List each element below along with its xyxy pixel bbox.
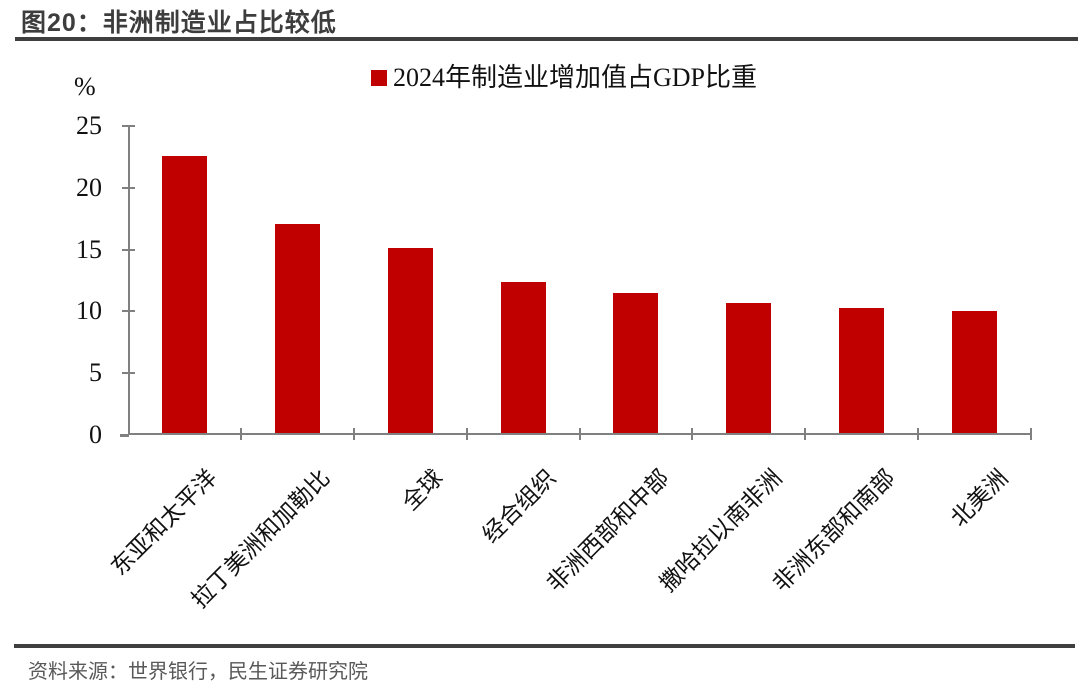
y-axis-unit-label: %	[74, 72, 96, 101]
bar	[500, 282, 546, 433]
x-tick	[917, 428, 920, 440]
category-label: 东亚和太平洋	[106, 464, 223, 581]
x-tick	[352, 428, 355, 440]
source-rule	[14, 644, 1075, 648]
y-tick	[122, 186, 135, 189]
y-axis-line	[128, 126, 130, 435]
y-tick	[122, 310, 135, 313]
legend: 2024年制造业增加值占GDP比重	[371, 62, 757, 94]
figure-title: 图20：非洲制造业占比较低	[21, 9, 337, 37]
category-label: 北美洲	[945, 464, 1013, 532]
x-tick	[578, 428, 581, 440]
x-tick	[465, 428, 468, 440]
category-label: 经合组织	[477, 464, 561, 548]
legend-marker-square	[371, 70, 387, 86]
y-tick-label: 25	[76, 111, 102, 140]
y-tick-label: 0	[89, 420, 102, 449]
title-rule	[15, 37, 1078, 41]
y-tick-label: 10	[76, 296, 102, 326]
bar	[161, 156, 207, 433]
bar	[387, 247, 433, 433]
y-tick-label: 15	[76, 234, 102, 264]
bar	[952, 310, 998, 433]
bar	[839, 308, 885, 433]
x-tick	[1030, 428, 1032, 440]
y-tick	[122, 125, 135, 127]
y-tick	[122, 248, 135, 251]
bar	[613, 293, 659, 433]
y-tick-label: 20	[76, 172, 102, 202]
x-tick	[804, 428, 807, 440]
category-label: 全球	[397, 464, 448, 516]
y-tick-label: 5	[89, 358, 102, 388]
bar	[726, 303, 772, 433]
y-tick	[122, 372, 135, 375]
bar	[274, 224, 320, 433]
x-tick	[691, 428, 694, 440]
origin-tick	[120, 434, 129, 437]
plot-area: 0 5 10 15 20 25 东亚和太平洋 拉丁美洲和加勒比 全球 经合组织 非洲西部和中部 撒哈拉…	[76, 111, 1032, 613]
x-tick	[239, 428, 242, 440]
source-text: 资料来源：世界银行，民生证券研究院	[28, 661, 368, 683]
legend-label: 2024年制造业增加值占GDP比重	[393, 63, 758, 92]
